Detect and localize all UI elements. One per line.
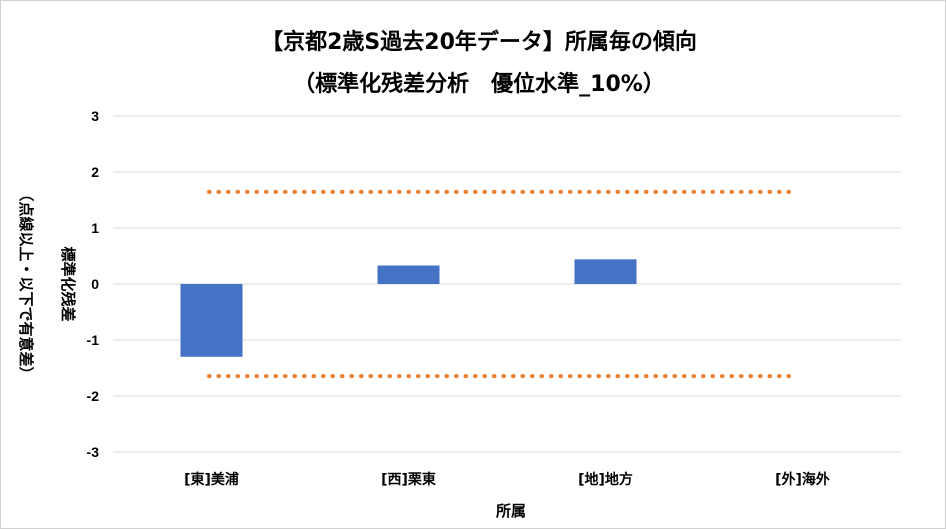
x-axis-title: 所属 — [496, 502, 526, 520]
chart-title-line1: 【京都2歳S過去20年データ】所属毎の傾向 — [261, 29, 697, 55]
y-tick-label: -1 — [87, 332, 100, 348]
y-tick-label: 1 — [91, 220, 99, 236]
x-category-label: [東]美浦 — [184, 471, 239, 488]
y-tick-label: 2 — [91, 164, 99, 180]
x-category-label: [西]栗東 — [381, 471, 436, 488]
y-axis-subtitle: （点線以上・以下で有意差） — [17, 186, 35, 381]
y-tick-label: -2 — [87, 388, 100, 404]
chart-title-line2: （標準化残差分析 優位水準_10%） — [293, 71, 665, 97]
y-axis-ticks: 3 2 1 0 -1 -2 -3 — [87, 108, 100, 460]
x-category-label: [地]地方 — [578, 471, 633, 488]
threshold-lines — [207, 189, 800, 379]
bars — [180, 259, 637, 357]
y-axis-title: 標準化残差 — [59, 246, 77, 321]
bar — [180, 284, 243, 357]
y-axis-title-line2: （点線以上・以下で有意差） — [17, 186, 35, 381]
bar — [377, 265, 440, 284]
x-category-label: [外]海外 — [775, 471, 830, 488]
y-tick-label: 0 — [91, 276, 99, 292]
y-axis-title-line1: 標準化残差 — [59, 246, 77, 321]
x-axis-categories: [東]美浦 [西]栗東 [地]地方 [外]海外 — [184, 471, 830, 488]
y-tick-label: -3 — [87, 444, 100, 460]
y-tick-label: 3 — [91, 108, 99, 124]
bar — [574, 259, 637, 284]
gridlines — [113, 115, 901, 453]
